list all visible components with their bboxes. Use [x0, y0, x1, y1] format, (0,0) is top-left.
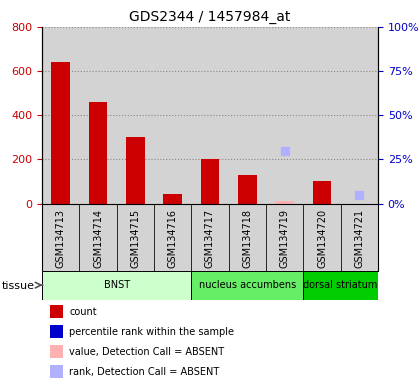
Text: GSM134713: GSM134713: [56, 209, 66, 268]
Bar: [201, 159, 219, 204]
Bar: [154, 27, 192, 204]
FancyBboxPatch shape: [117, 204, 154, 271]
Text: count: count: [69, 307, 97, 317]
Text: tissue: tissue: [2, 281, 35, 291]
FancyBboxPatch shape: [303, 204, 341, 271]
Bar: [266, 27, 303, 204]
Bar: [117, 27, 154, 204]
Text: GSM134721: GSM134721: [354, 209, 364, 268]
Text: nucleus accumbens: nucleus accumbens: [199, 280, 296, 290]
Text: GSM134714: GSM134714: [93, 209, 103, 268]
Bar: [192, 27, 228, 204]
Bar: [163, 194, 182, 204]
Text: GSM134718: GSM134718: [242, 209, 252, 268]
Bar: [303, 27, 341, 204]
Text: rank, Detection Call = ABSENT: rank, Detection Call = ABSENT: [69, 367, 220, 377]
Bar: [51, 62, 70, 204]
FancyBboxPatch shape: [192, 204, 228, 271]
FancyBboxPatch shape: [42, 204, 79, 271]
FancyBboxPatch shape: [341, 204, 378, 271]
Text: percentile rank within the sample: percentile rank within the sample: [69, 327, 234, 337]
Bar: [228, 27, 266, 204]
FancyBboxPatch shape: [303, 271, 378, 300]
Bar: [238, 175, 257, 204]
Bar: [42, 27, 79, 204]
Bar: [312, 182, 331, 204]
FancyBboxPatch shape: [154, 204, 192, 271]
Bar: [341, 27, 378, 204]
Bar: [126, 137, 144, 204]
Text: GSM134715: GSM134715: [130, 209, 140, 268]
Bar: [89, 102, 108, 204]
Text: value, Detection Call = ABSENT: value, Detection Call = ABSENT: [69, 347, 224, 357]
FancyBboxPatch shape: [79, 204, 117, 271]
Title: GDS2344 / 1457984_at: GDS2344 / 1457984_at: [129, 10, 291, 25]
FancyBboxPatch shape: [266, 204, 303, 271]
Bar: [79, 27, 117, 204]
Text: GSM134717: GSM134717: [205, 209, 215, 268]
FancyBboxPatch shape: [228, 204, 266, 271]
Text: dorsal striatum: dorsal striatum: [304, 280, 378, 290]
Bar: [276, 201, 294, 204]
FancyBboxPatch shape: [192, 271, 303, 300]
Text: GSM134720: GSM134720: [317, 209, 327, 268]
Text: GSM134716: GSM134716: [168, 209, 178, 268]
FancyBboxPatch shape: [42, 271, 192, 300]
Text: GSM134719: GSM134719: [280, 209, 290, 268]
Text: BNST: BNST: [104, 280, 130, 290]
